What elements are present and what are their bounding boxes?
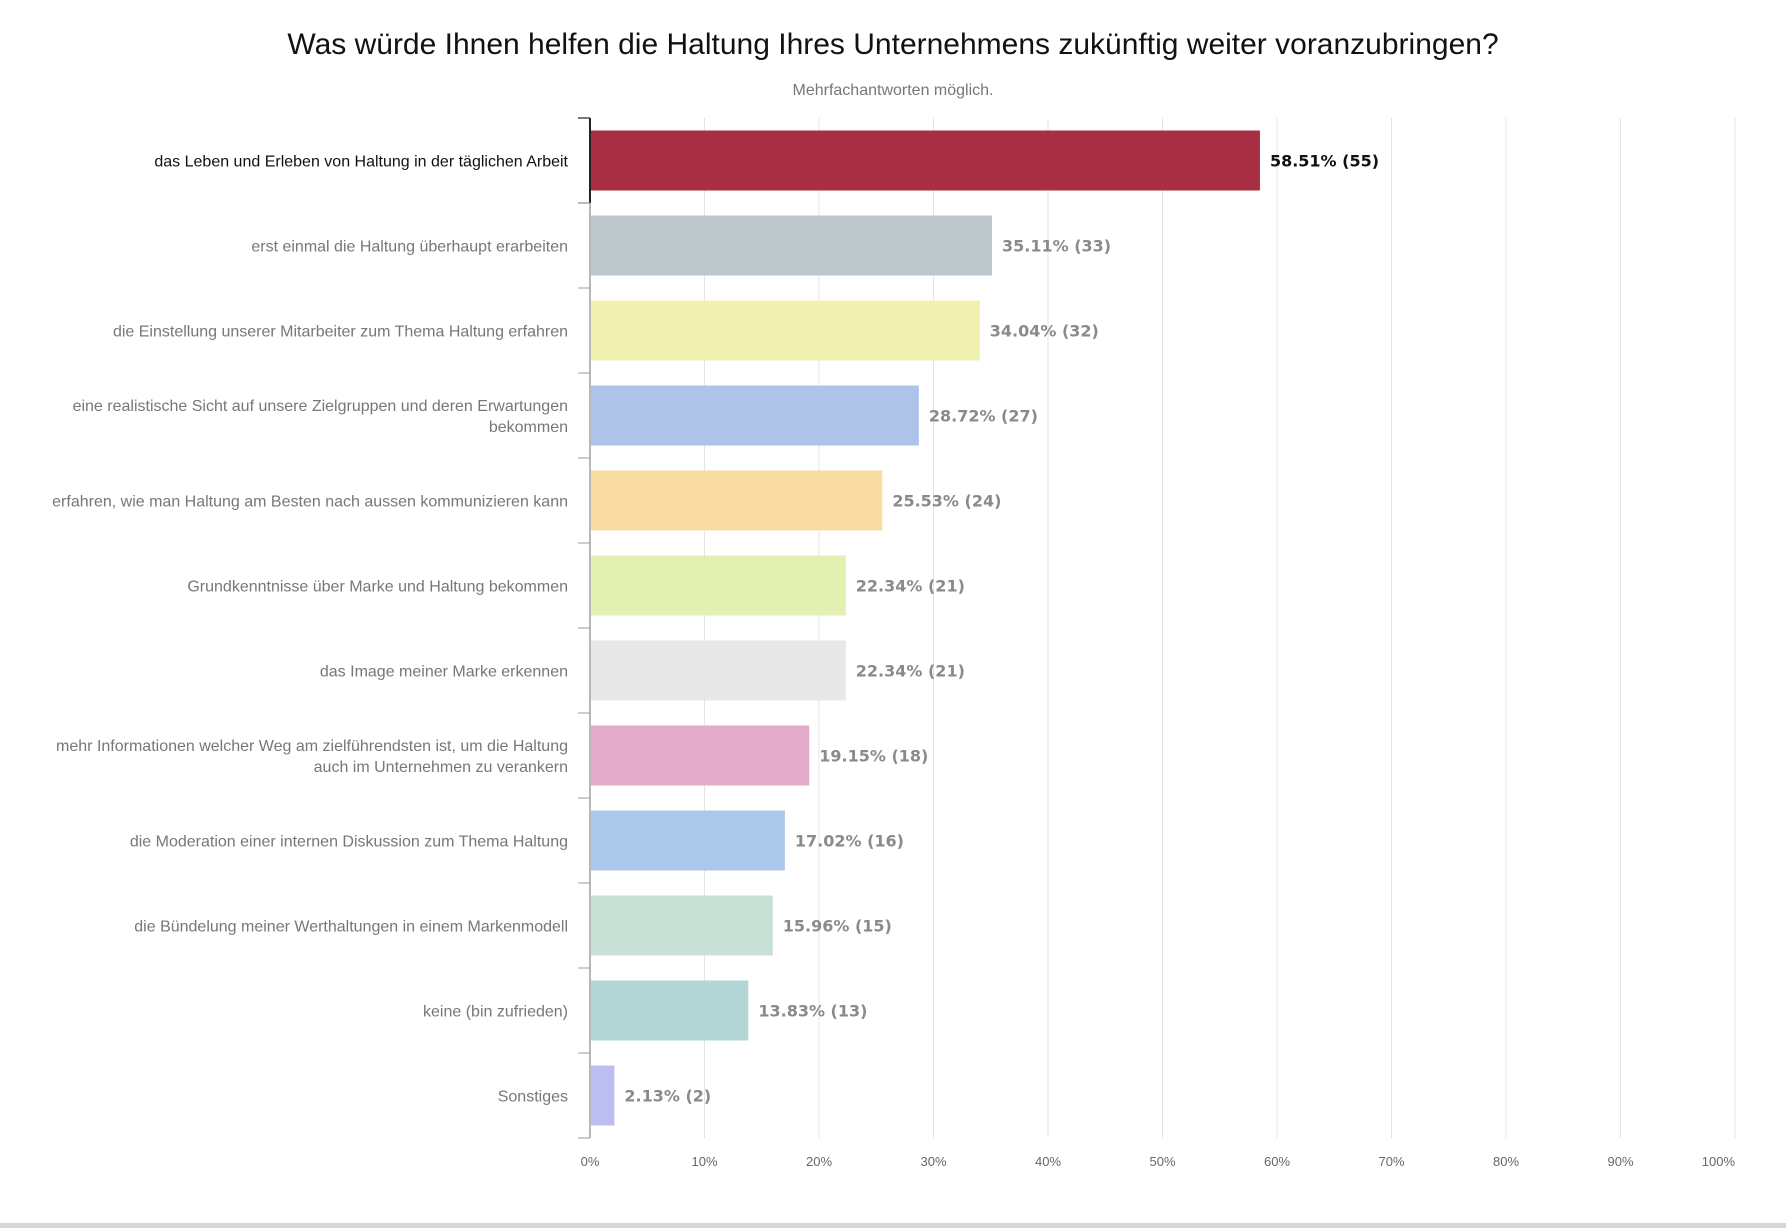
bar: [591, 130, 1260, 191]
x-tick-label: 60%: [1264, 1154, 1290, 1169]
bar: [591, 385, 919, 446]
x-tick-label: 10%: [691, 1154, 717, 1169]
category-label-line: Grundkenntnisse über Marke und Haltung b…: [187, 579, 568, 596]
category-label-line: bekommen: [489, 419, 568, 436]
x-tick-label: 70%: [1378, 1154, 1404, 1169]
bar: [591, 1065, 615, 1126]
x-tick-label: 40%: [1035, 1154, 1061, 1169]
x-tick-label: 80%: [1493, 1154, 1519, 1169]
category-label-line: die Bündelung meiner Werthaltungen in ei…: [134, 919, 568, 936]
category-label-line: keine (bin zufrieden): [423, 1004, 568, 1021]
bars: [591, 130, 1260, 1126]
bar: [591, 470, 883, 531]
bar: [591, 215, 993, 276]
bar-value-label: 22.34% (21): [856, 577, 965, 596]
x-tick-label: 20%: [806, 1154, 832, 1169]
category-label: die Bündelung meiner Werthaltungen in ei…: [134, 919, 568, 936]
category-label-line: erfahren, wie man Haltung am Besten nach…: [52, 494, 568, 511]
labels: 0% 10% 20% 30% 40% 50% 60% 70% 80% 90% 100% 58.51% …: [52, 152, 1735, 1170]
category-label-line: die Einstellung unserer Mitarbeiter zum …: [113, 324, 568, 341]
x-tick-label: 100%: [1702, 1154, 1736, 1169]
category-label: erst einmal die Haltung überhaupt erarbe…: [251, 239, 568, 256]
bar: [591, 555, 846, 616]
category-label-line: Sonstiges: [498, 1089, 568, 1106]
bar: [591, 300, 980, 361]
x-tick-label: 50%: [1149, 1154, 1175, 1169]
category-label: Sonstiges: [498, 1089, 568, 1106]
bar: [591, 895, 773, 956]
bar-value-label: 15.96% (15): [783, 917, 892, 936]
bar-value-label: 35.11% (33): [1002, 237, 1111, 256]
category-label: eine realistische Sicht auf unsere Zielg…: [73, 398, 568, 436]
bar-value-label: 19.15% (18): [819, 747, 928, 766]
category-label: Grundkenntnisse über Marke und Haltung b…: [187, 579, 568, 596]
chart-title: Was würde Ihnen helfen die Haltung Ihres…: [287, 28, 1499, 61]
x-tick-label: 0%: [581, 1154, 600, 1169]
category-label: erfahren, wie man Haltung am Besten nach…: [52, 494, 568, 511]
bar-value-label: 17.02% (16): [795, 832, 904, 851]
category-label-line: mehr Informationen welcher Weg am zielfü…: [56, 738, 568, 755]
category-label-line: auch im Unternehmen zu verankern: [314, 759, 568, 776]
bar-value-label: 25.53% (24): [892, 492, 1001, 511]
page-divider: [0, 1223, 1786, 1228]
bar-value-label: 2.13% (2): [624, 1087, 711, 1106]
bar-value-label: 28.72% (27): [929, 407, 1038, 426]
category-label-line: eine realistische Sicht auf unsere Zielg…: [73, 398, 568, 415]
category-label: keine (bin zufrieden): [423, 1004, 568, 1021]
bar-value-label: 22.34% (21): [856, 662, 965, 681]
bar: [591, 980, 749, 1041]
category-label: das Leben und Erleben von Haltung in der…: [154, 154, 568, 171]
bar-value-label: 34.04% (32): [990, 322, 1099, 341]
category-label: die Moderation einer internen Diskussion…: [130, 834, 568, 851]
bar: [591, 725, 810, 786]
chart-subtitle: Mehrfachantworten möglich.: [792, 82, 994, 99]
bar: [591, 640, 846, 701]
category-label-line: erst einmal die Haltung überhaupt erarbe…: [251, 239, 568, 256]
bar: [591, 810, 785, 871]
category-label-line: die Moderation einer internen Diskussion…: [130, 834, 568, 851]
category-label: die Einstellung unserer Mitarbeiter zum …: [113, 324, 568, 341]
x-tick-label: 30%: [920, 1154, 946, 1169]
bar-value-label: 13.83% (13): [758, 1002, 867, 1021]
category-label-line: das Image meiner Marke erkennen: [320, 664, 568, 681]
category-label: mehr Informationen welcher Weg am zielfü…: [56, 738, 568, 776]
category-label: das Image meiner Marke erkennen: [320, 664, 568, 681]
category-label-line: das Leben und Erleben von Haltung in der…: [154, 154, 568, 171]
gridlines: [704, 118, 1736, 1138]
axes: [578, 117, 591, 1139]
bar-value-label: 58.51% (55): [1270, 152, 1379, 171]
x-tick-label: 90%: [1607, 1154, 1633, 1169]
